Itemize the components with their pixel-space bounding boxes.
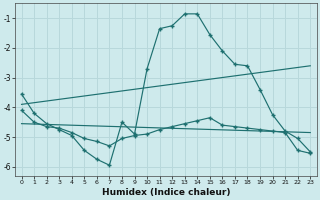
X-axis label: Humidex (Indice chaleur): Humidex (Indice chaleur) xyxy=(102,188,230,197)
